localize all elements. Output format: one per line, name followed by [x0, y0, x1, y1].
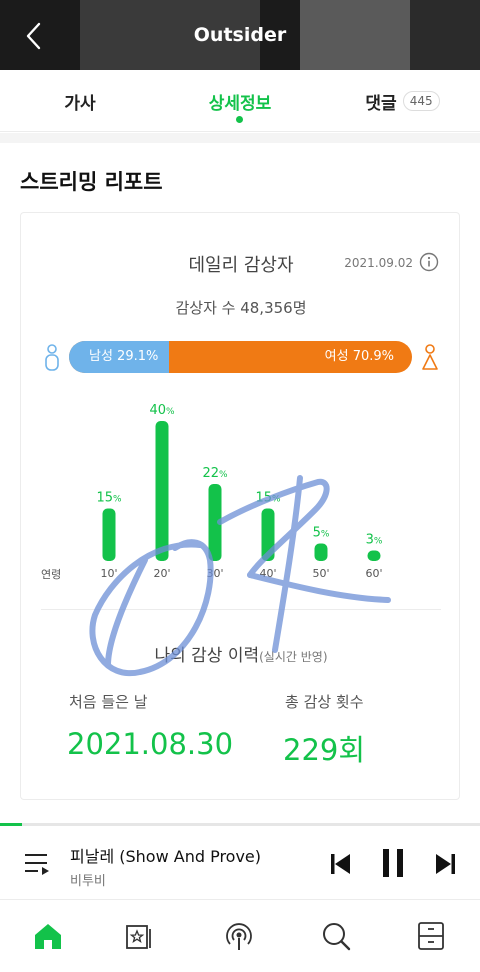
playlist-icon	[25, 854, 49, 875]
age-distribution-chart: 15% 10' 40% 20' 22% 30' 15% 40' 5% 50' 3% 60'	[96, 403, 383, 580]
age-bar-value-label: 15%	[96, 491, 122, 506]
age-bar-value-label: 3%	[366, 533, 383, 548]
chevron-left-icon	[26, 22, 41, 50]
male-ratio-segment	[69, 341, 169, 373]
tab-label: 가사	[64, 93, 96, 114]
nav-library[interactable]	[411, 918, 451, 954]
nav-search[interactable]	[316, 918, 356, 954]
playback-progress-fill	[0, 823, 22, 826]
female-icon	[422, 344, 438, 370]
library-icon	[418, 922, 444, 950]
podcast-icon	[226, 923, 252, 950]
total-plays-label: 총 감상 횟수	[285, 693, 364, 711]
info-button[interactable]	[419, 252, 439, 272]
history-title-text: 나의 감상 이력	[154, 646, 260, 666]
age-category-label: 50'	[312, 567, 329, 580]
nav-album[interactable]	[118, 918, 158, 954]
first-listened-label: 처음 들은 날	[69, 693, 148, 711]
male-icon	[45, 344, 59, 371]
skip-previous-icon	[331, 854, 350, 874]
listening-history-title: 나의 감상 이력(실시간 반영)	[21, 641, 461, 666]
age-bar-value-label: 22%	[202, 466, 228, 481]
history-subtitle: (실시간 반영)	[259, 650, 328, 664]
first-listened-value: 2021.08.30	[67, 727, 234, 761]
now-playing-title[interactable]: 피날레 (Show And Prove)	[70, 847, 262, 866]
album-icon	[126, 925, 151, 949]
page-title: Outsider	[193, 24, 287, 46]
age-bar-4	[314, 543, 328, 561]
back-button[interactable]	[14, 16, 54, 56]
section-divider	[0, 133, 480, 143]
age-bar-0	[102, 508, 116, 561]
gender-ratio-bar: 남성 29.1% 여성 70.9%	[69, 341, 412, 373]
comment-count-badge: 445	[402, 91, 440, 111]
header-background	[300, 0, 420, 70]
pause-button[interactable]	[378, 846, 408, 880]
playback-progress-bar[interactable]	[0, 823, 480, 826]
next-track-button[interactable]	[430, 850, 460, 878]
pause-icon	[383, 849, 403, 877]
age-category-label: 30'	[206, 567, 223, 580]
mini-player: 피날레 (Show And Prove) 비투비	[0, 826, 480, 900]
nav-podcast[interactable]	[219, 918, 259, 954]
age-bar-value-label: 40%	[149, 403, 175, 418]
header-background	[80, 0, 260, 70]
playlist-button[interactable]	[22, 848, 52, 878]
total-plays-value: 229회	[283, 733, 366, 767]
female-ratio-label: 여성 70.9%	[324, 349, 394, 364]
section-title: 스트리밍 리포트	[20, 170, 163, 194]
bottom-navigation	[0, 900, 480, 972]
active-tab-indicator	[236, 116, 243, 123]
tab-label: 상세정보	[208, 93, 272, 114]
age-bar-2	[208, 484, 222, 561]
tab-comments[interactable]: 댓글 445	[355, 70, 450, 132]
age-axis-label: 연령	[41, 568, 62, 581]
skip-next-icon	[436, 854, 455, 874]
age-bar-value-label: 15%	[255, 491, 281, 506]
male-ratio-label: 남성 29.1%	[89, 349, 159, 364]
previous-track-button[interactable]	[326, 850, 356, 878]
age-category-label: 20'	[153, 567, 170, 580]
age-category-label: 60'	[365, 567, 382, 580]
daily-listeners-title: 데일리 감상자	[188, 255, 294, 276]
tab-details[interactable]: 상세정보	[190, 70, 290, 132]
age-category-label: 10'	[100, 567, 117, 580]
report-date: 2021.09.02	[344, 256, 413, 270]
streaming-report-card: 데일리 감상자 2021.09.02 감상자 수 48,356명 남성 29.1…	[20, 212, 460, 800]
search-icon	[323, 923, 351, 951]
info-icon	[419, 252, 439, 272]
nav-home[interactable]	[28, 918, 68, 954]
age-bar-value-label: 5%	[313, 526, 330, 541]
listener-count: 감상자 수 48,356명	[175, 299, 307, 317]
age-bar-3	[261, 508, 275, 561]
app-header: Outsider	[0, 0, 480, 70]
tab-lyrics[interactable]: 가사	[40, 70, 120, 132]
age-bar-5	[367, 550, 381, 561]
now-playing-artist[interactable]: 비투비	[70, 874, 106, 889]
age-bar-1	[155, 421, 169, 561]
tab-label: 댓글	[365, 93, 397, 114]
age-category-label: 40'	[259, 567, 276, 580]
home-icon	[35, 924, 61, 949]
divider	[41, 609, 441, 610]
header-background	[410, 0, 480, 70]
